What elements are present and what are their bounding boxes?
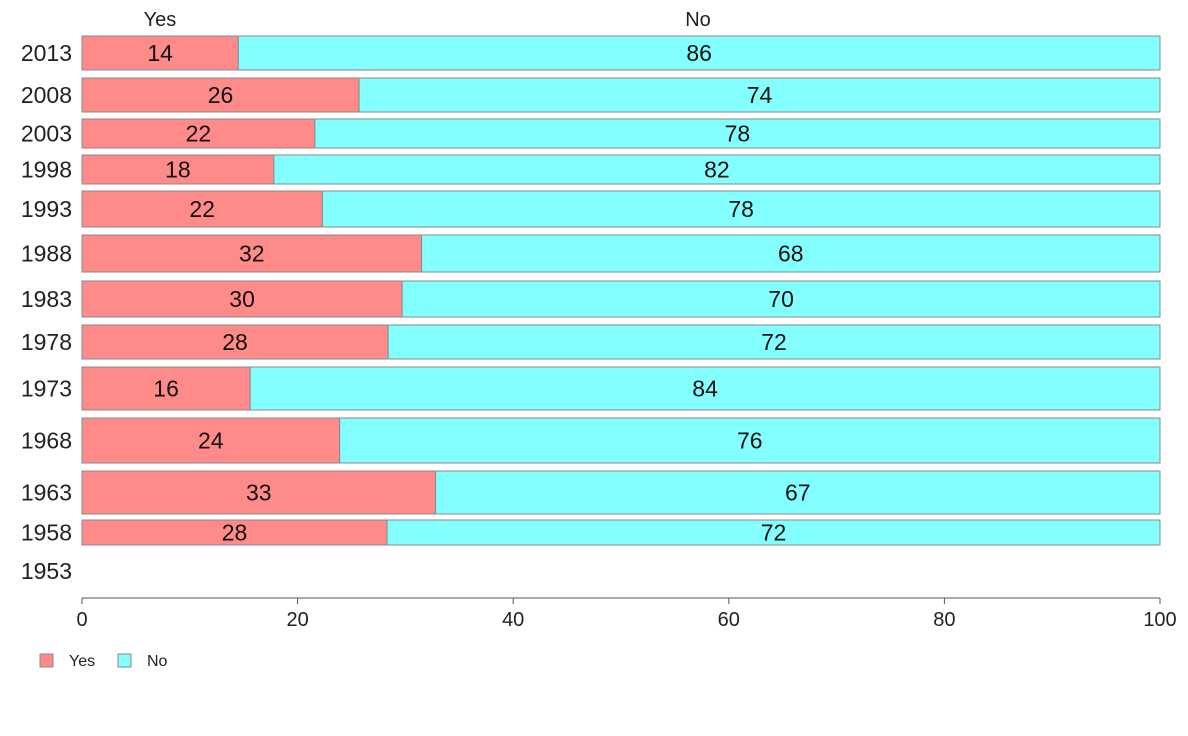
data-label: 82 [704, 157, 730, 183]
data-label: 72 [761, 520, 787, 546]
y-tick-label: 1963 [21, 480, 72, 506]
bar-segment-no [321, 190, 1161, 228]
header-label-yes: Yes [144, 9, 177, 31]
y-tick-label: 1953 [21, 558, 72, 584]
data-label: 30 [229, 286, 255, 312]
bar-segment-no [435, 470, 1161, 515]
y-tick-label: 2003 [21, 121, 72, 147]
legend-swatch-no [117, 653, 132, 668]
y-tick-label: 2008 [21, 82, 72, 108]
data-label: 74 [747, 82, 773, 108]
data-label: 32 [239, 241, 265, 267]
bar-segment-no [339, 417, 1161, 464]
legend-swatch-yes [39, 653, 54, 668]
legend-label-no: No [147, 653, 168, 670]
data-label: 76 [737, 428, 763, 454]
bar-segment-yes [81, 35, 239, 71]
y-tick-label: 1998 [21, 157, 72, 183]
data-label: 33 [246, 480, 272, 506]
bar-segment-no [386, 519, 1161, 546]
data-label: 14 [147, 40, 173, 66]
data-label: 28 [222, 329, 248, 355]
data-label: 16 [153, 376, 179, 402]
x-tick-label: 40 [502, 609, 524, 631]
data-label: 18 [165, 157, 191, 183]
bar-segment-yes [81, 154, 275, 185]
bar-segment-no [401, 280, 1161, 318]
data-label: 24 [198, 428, 224, 454]
y-tick-label: 1978 [21, 329, 72, 355]
y-tick-label: 1968 [21, 428, 72, 454]
bar-segment-no [237, 35, 1161, 71]
bar-segment-no [273, 154, 1161, 185]
data-label: 67 [785, 480, 811, 506]
legend: Yes No [39, 653, 168, 670]
legend-label-yes: Yes [69, 653, 95, 670]
bar-segment-yes [81, 280, 403, 318]
data-label: 22 [186, 121, 212, 147]
data-label: 26 [208, 82, 234, 108]
data-label: 78 [725, 121, 751, 147]
bar-segment-yes [81, 190, 323, 228]
x-tick-label: 100 [1143, 609, 1176, 631]
bar-segment-yes [81, 519, 388, 546]
bar-segment-yes [81, 118, 316, 149]
x-tick-label: 0 [76, 609, 87, 631]
data-label: 68 [778, 241, 804, 267]
bar-segment-no [421, 234, 1161, 273]
data-label: 70 [768, 286, 794, 312]
data-label: 78 [728, 196, 754, 222]
bar-segment-yes [81, 417, 341, 464]
bar-segment-yes [81, 470, 437, 515]
data-label: 86 [686, 40, 712, 66]
x-tick-label: 60 [718, 609, 740, 631]
y-tick-label: 1973 [21, 376, 72, 402]
data-label: 84 [692, 376, 718, 402]
bar-segment-no [358, 77, 1161, 113]
data-label: 28 [222, 520, 248, 546]
x-tick-label: 20 [286, 609, 308, 631]
y-tick-label: 1983 [21, 286, 72, 312]
bar-segment-no [387, 324, 1161, 360]
header-label-no: No [685, 9, 711, 31]
y-tick-label: 1958 [21, 520, 72, 546]
data-label: 72 [761, 329, 787, 355]
bar-segment-yes [81, 77, 360, 113]
bar-segment-yes [81, 366, 251, 411]
y-tick-label: 1993 [21, 196, 72, 222]
y-tick-label: 1988 [21, 241, 72, 267]
y-tick-label: 2013 [21, 40, 72, 66]
data-label: 22 [189, 196, 215, 222]
bar-segment-no [314, 118, 1161, 149]
bar-segment-no [249, 366, 1161, 411]
x-tick-label: 80 [933, 609, 955, 631]
